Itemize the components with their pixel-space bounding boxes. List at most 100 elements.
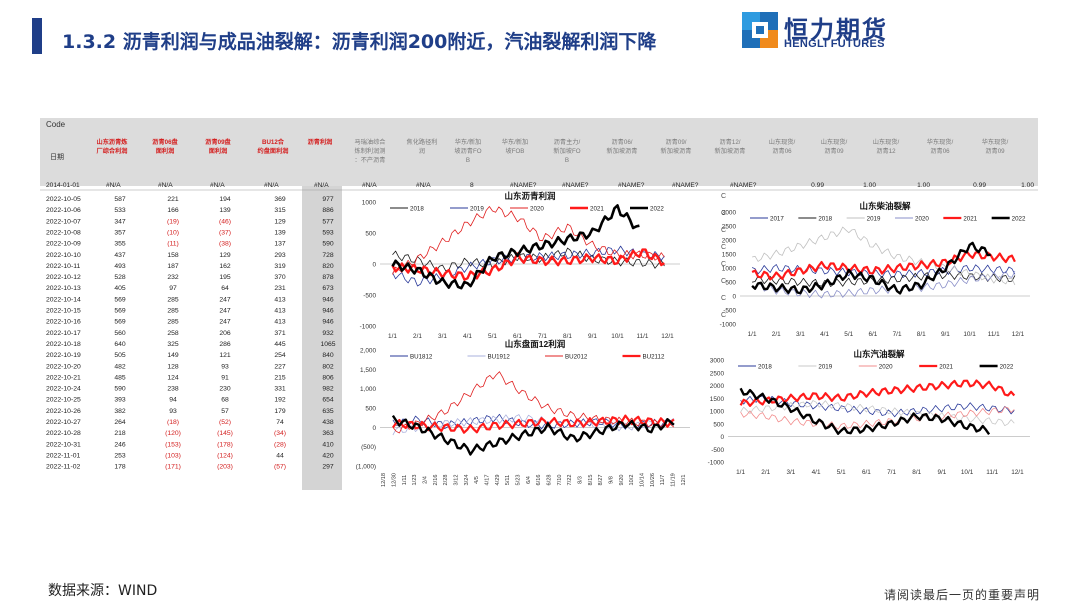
table-value-cell: 179 [274, 408, 286, 415]
x-tick-label: 12/1 [1012, 331, 1025, 338]
legend-label: BU1812 [410, 354, 433, 361]
data-source-note: 数据来源：WIND [48, 583, 158, 599]
company-logo: 恒力期货 HENGLI FUTURES [742, 10, 912, 54]
table-value-cell: (10) [167, 229, 179, 236]
x-tick-label: 2/1 [772, 331, 781, 338]
y-tick-label: 1,000 [360, 386, 376, 393]
legend-label: 2018 [818, 216, 832, 223]
x-tick-label: 1/1 [388, 333, 397, 340]
disclaimer-note: 请阅读最后一页的重要声明 [883, 588, 1040, 602]
x-tick-label: 2/1 [761, 469, 770, 476]
table-header-cell: 华东现货/沥青06 [927, 138, 954, 155]
table-value-cell: 129 [274, 218, 286, 225]
table-value-cell: (52) [219, 419, 231, 426]
y-tick-label: -1000 [360, 324, 377, 331]
table-value-cell: 485 [114, 374, 126, 381]
legend-label: 2022 [1012, 216, 1026, 223]
table-header-text: B [565, 157, 569, 164]
table-value-cell: 93 [169, 408, 177, 415]
table-date-cell: 2022-10-25 [46, 397, 81, 404]
table-value-cell: 253 [114, 452, 126, 459]
table-value-cell: 206 [219, 330, 231, 337]
table-first-row-cell: #N/A [362, 182, 377, 189]
y-tick-label: 2500 [710, 370, 725, 377]
table-date-cell: 2022-10-19 [46, 352, 81, 359]
table-header-text: 沥青09 [985, 147, 1005, 155]
x-tick-label: 12/18 [381, 473, 387, 487]
y-tick-label: (500) [361, 444, 376, 451]
x-tick-label: 8/1 [917, 331, 926, 338]
table-value-cell: 285 [167, 296, 179, 303]
table-header-text: 沥青12 [876, 147, 896, 155]
table-header-text: 坡FOB [506, 147, 525, 155]
table-value-cell: 569 [114, 319, 126, 326]
table-header-text: 沥青09盘 [205, 138, 231, 146]
x-tick-label: 3/24 [464, 475, 470, 486]
table-header-cell: 沥青主力/新加坡FO B [553, 138, 580, 164]
y-tick-label: -1000 [720, 322, 737, 329]
table-value-cell: 977 [322, 196, 334, 203]
table-code-label: Code [46, 120, 66, 129]
table-value-cell: 247 [219, 308, 231, 315]
x-tick-label: 3/1 [438, 333, 447, 340]
table-value-cell: 569 [114, 308, 126, 315]
chart-3: 2,000 1,500 1,000 500 0 (500) (1,000) 12/18 12/3… [356, 339, 690, 487]
table-value-cell: 946 [322, 308, 334, 315]
table-header-text: 华东/新加 [455, 138, 481, 146]
table-value-cell: 413 [274, 296, 286, 303]
table-value-cell: 158 [167, 252, 179, 259]
table-value-cell: 297 [322, 464, 334, 471]
table-value-cell: 569 [114, 296, 126, 303]
table-value-cell: 437 [114, 252, 126, 259]
data-panel: Code 日期 山东沥青炼 厂综合利润 沥青06盘 面利润 沥青09盘 面利润 BU12合 约盘面… [40, 118, 1038, 490]
y-tick-label: 0 [372, 262, 376, 269]
table-value-cell: 187 [167, 263, 179, 270]
x-tick-label: 7/1 [887, 469, 896, 476]
table-value-cell: (34) [274, 430, 286, 437]
table-first-row-cell: 0.99 [811, 182, 824, 189]
y-tick-label: 1500 [710, 396, 725, 403]
x-tick-label: 1/1 [748, 331, 757, 338]
table-value-cell: (38) [219, 241, 231, 248]
table-value-cell: (120) [165, 430, 181, 437]
y-tick-label: 1000 [362, 200, 377, 207]
chart-1: 1000 500 0 -500 -1000 1/1 2/1 3/1 4/1 5/1 6/1 7/1 8/… [360, 191, 680, 340]
x-tick-label: 4/29 [495, 475, 501, 486]
x-tick-label: 10/1 [963, 331, 976, 338]
table-value-cell: 315 [274, 207, 286, 214]
table-value-cell: 192 [274, 397, 286, 404]
x-tick-label: 1/11 [402, 475, 408, 485]
side-mark-text: C [721, 261, 726, 268]
table-first-row-cell: 1.00 [1021, 182, 1034, 189]
table-value-cell: (19) [167, 218, 179, 225]
series-line [751, 241, 991, 295]
y-tick-label: -500 [363, 293, 376, 300]
table-header-text: 面利润 [156, 147, 175, 155]
x-tick-label: 11/1 [986, 469, 998, 476]
y-tick-label: 2000 [710, 383, 725, 390]
x-tick-label: 11/1 [988, 331, 1000, 338]
table-value-cell: 886 [322, 207, 334, 214]
y-tick-label: 0 [720, 434, 724, 441]
table-value-cell: 194 [219, 196, 231, 203]
chart-title: 山东沥青利润 [504, 191, 556, 201]
table-header-text: 焦化路径利 [407, 138, 438, 146]
logo-english-name: HENGLI FUTURES [784, 38, 885, 50]
table-value-cell: 445 [274, 341, 286, 348]
table-header-text: ：不产沥青 [355, 156, 386, 164]
table-value-cell: 982 [322, 386, 334, 393]
legend-label: 2020 [915, 216, 929, 223]
table-value-cell: (153) [165, 441, 181, 448]
y-tick-label: (1,000) [356, 464, 376, 471]
y-tick-label: 0 [732, 294, 736, 301]
table-value-cell: 124 [167, 374, 179, 381]
y-tick-label: 1500 [722, 252, 737, 259]
title-accent-bar [32, 18, 42, 54]
x-tick-label: 11/7 [660, 475, 666, 485]
table-date-cell: 2022-10-07 [46, 218, 81, 225]
x-tick-label: 2/28 [443, 475, 449, 486]
table-date-cell: 2022-10-13 [46, 285, 81, 292]
table-header-cell: 华东现货/沥青09 [982, 138, 1009, 155]
table-value-cell: 162 [219, 263, 231, 270]
